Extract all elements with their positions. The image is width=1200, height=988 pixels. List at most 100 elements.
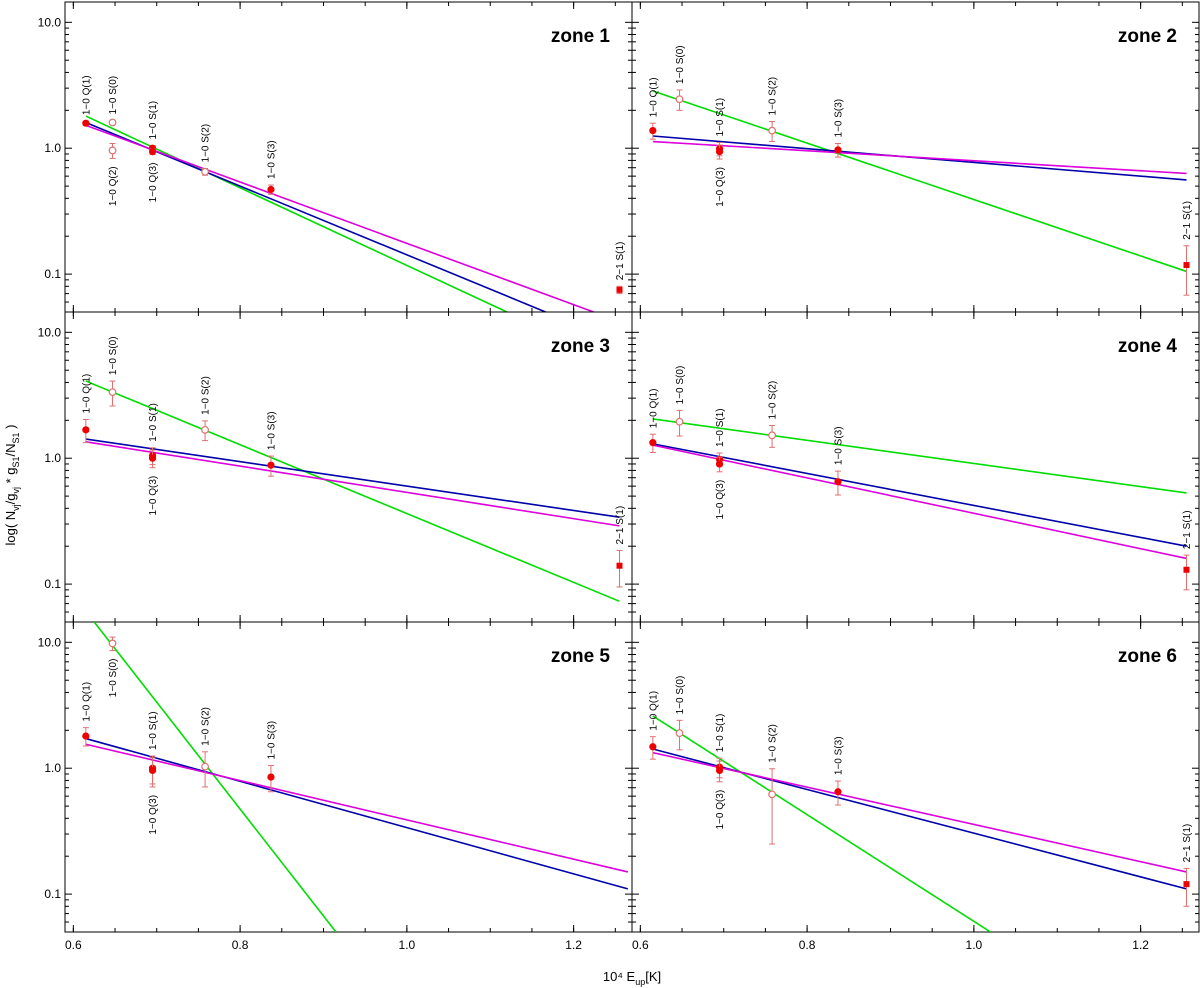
transition-label: 1−0 S(3) xyxy=(833,99,844,138)
panel-frame xyxy=(631,311,1200,623)
data-point-square xyxy=(1183,566,1190,573)
y-tick-label: 1.0 xyxy=(44,761,61,775)
transition-label: 1−0 S(3) xyxy=(266,140,277,179)
transition-label: 1−0 S(1) xyxy=(148,101,159,140)
fit-line-blue xyxy=(85,438,620,518)
transition-label: 1−0 S(3) xyxy=(266,721,277,760)
y-axis-label-part: S1 xyxy=(11,456,21,467)
transition-label: 1−0 S(2) xyxy=(201,124,212,163)
transition-label: 1−0 Q(3) xyxy=(148,476,159,516)
transition-label: 1−0 S(0) xyxy=(108,76,119,115)
transition-label: 1−0 Q(3) xyxy=(715,790,726,830)
zone-title: zone 5 xyxy=(551,646,611,667)
data-point-open xyxy=(201,762,209,771)
data-point-filled xyxy=(148,766,157,775)
y-axis-label-part: ) xyxy=(3,424,18,432)
fit-line-magenta xyxy=(85,441,620,527)
data-point-filled xyxy=(82,732,90,740)
data-point-filled xyxy=(649,126,657,135)
fit-lines xyxy=(85,380,620,603)
transition-label: 1−0 S(1) xyxy=(715,408,726,447)
transition-label: 1−0 S(1) xyxy=(148,403,159,442)
x-tick-label: 0.6 xyxy=(65,938,82,952)
y-tick-label: 10.0 xyxy=(38,635,62,649)
data-point-open xyxy=(201,425,209,434)
data-point-filled xyxy=(148,147,157,156)
data-point-open xyxy=(201,167,209,176)
y-axis-label-part: /g xyxy=(3,493,18,504)
data-point-filled xyxy=(715,460,724,468)
fit-line-green xyxy=(652,715,991,932)
fit-line-green xyxy=(652,418,1187,494)
transition-label: 2−1 S(1) xyxy=(615,242,626,281)
transition-label: 1−0 S(1) xyxy=(715,714,726,753)
transition-label: 1−0 Q(3) xyxy=(715,480,726,520)
x-tick-label: 1.2 xyxy=(565,938,582,952)
data-point-filled xyxy=(649,439,657,447)
data-point-open xyxy=(108,388,117,397)
x-tick-label: 1.0 xyxy=(966,938,983,952)
zone-title: zone 2 xyxy=(1118,26,1177,47)
transition-label: 1−0 S(2) xyxy=(768,724,779,763)
transition-label: 1−0 S(3) xyxy=(266,411,277,450)
panel-frame xyxy=(64,1,633,313)
data-point-filled xyxy=(267,461,275,469)
data-point-filled xyxy=(715,147,724,156)
x-tick-label: 1.2 xyxy=(1132,938,1149,952)
transition-label: 2−1 S(1) xyxy=(615,506,626,545)
data-point-open xyxy=(768,126,776,135)
fit-lines xyxy=(85,115,596,312)
fit-lines xyxy=(652,90,1187,273)
data-point-open xyxy=(675,729,684,738)
transition-label: 2−1 S(1) xyxy=(1182,824,1193,863)
transition-label: 1−0 S(3) xyxy=(833,426,844,465)
transition-label: 1−0 Q(3) xyxy=(148,795,159,835)
fit-line-green xyxy=(93,622,337,932)
transition-label: 1−0 Q(1) xyxy=(81,75,92,115)
x-tick-label: 0.8 xyxy=(799,938,816,952)
data-point-square xyxy=(616,286,623,293)
data-point-filled xyxy=(267,773,275,781)
y-tick-label: 0.1 xyxy=(44,887,61,901)
transition-label: 2−1 S(1) xyxy=(1182,201,1193,240)
transition-label: 1−0 S(2) xyxy=(768,381,779,420)
transition-label: 1−0 S(0) xyxy=(675,676,686,715)
y-axis-label-part: * g xyxy=(3,467,18,487)
transition-label: 1−0 S(0) xyxy=(675,366,686,405)
fit-line-magenta xyxy=(85,743,629,873)
data-point-filled xyxy=(834,146,842,154)
data-point-filled xyxy=(834,788,842,796)
fit-line-magenta xyxy=(85,124,596,312)
panel-5: 10.0 1.0 0.1 0.6 0.8 1.0 1.2 zone 5 1−0 Q(1) 1−0 … xyxy=(38,621,633,952)
data-point-open xyxy=(768,790,776,799)
transition-label: 1−0 Q(1) xyxy=(81,374,92,414)
fit-line-green xyxy=(652,90,1187,273)
fit-line-magenta xyxy=(652,751,1187,873)
transition-label: 1−0 S(3) xyxy=(833,736,844,775)
x-axis-label: 10⁴ Eup[K] xyxy=(603,969,661,987)
zone-title: zone 1 xyxy=(551,26,611,47)
y-tick-label: 10.0 xyxy=(38,325,62,339)
panel-4: zone 4 1−0 Q(1) 1−0 S(0) 1−0 S(1) 1−0 Q(3) 1−… xyxy=(631,311,1200,623)
data-point-filled xyxy=(715,766,724,775)
data-point-filled xyxy=(834,478,842,486)
x-tick-label: 0.6 xyxy=(632,938,649,952)
data-point-open xyxy=(108,118,117,127)
transition-label: 1−0 S(0) xyxy=(108,659,119,698)
panel-frame xyxy=(631,621,1200,933)
y-tick-label: 0.1 xyxy=(44,577,61,591)
transition-label: 1−0 S(2) xyxy=(768,77,779,116)
transition-label: 1−0 S(1) xyxy=(715,98,726,137)
data-point-square xyxy=(616,562,623,569)
fit-line-magenta xyxy=(652,140,1187,175)
fit-lines xyxy=(652,715,1187,932)
transition-label: 1−0 S(2) xyxy=(201,376,212,415)
data-point-open xyxy=(675,417,684,426)
transition-label: 1−0 S(0) xyxy=(675,45,686,84)
panel-3: 10.0 1.0 0.1 zone 3 1−0 Q(1) 1−0 S(0) 1−0 S(1)… xyxy=(38,311,633,623)
fit-line-green xyxy=(85,115,508,312)
transition-label: 1−0 Q(1) xyxy=(648,77,659,117)
data-point-filled xyxy=(267,185,275,194)
panel-2: zone 2 1−0 Q(1) 1−0 S(0) 1−0 S(1) 1−0 Q(3) 1−… xyxy=(631,1,1200,313)
